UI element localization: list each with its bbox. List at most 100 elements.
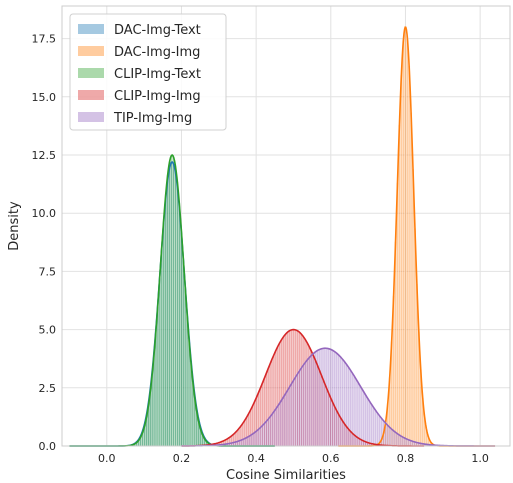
histogram-bar	[168, 161, 171, 447]
x-tick-label: 0.4	[247, 452, 265, 465]
y-tick-label: 12.5	[32, 149, 57, 162]
x-tick-label: 1.0	[471, 452, 489, 465]
kde-curve-clip-img-img	[181, 328, 425, 447]
histogram-bar	[300, 367, 303, 447]
y-tick-label: 15.0	[32, 91, 57, 104]
y-tick-labels: 0.0 2.5 5.0 7.5 10.0 12.5 15.0 17.5	[32, 33, 57, 453]
histogram-bar	[385, 424, 389, 447]
histogram-bar	[290, 382, 294, 447]
histogram-bar	[337, 354, 340, 447]
histogram-bar	[349, 369, 352, 447]
histogram-bar	[273, 410, 276, 447]
histogram-bar	[395, 433, 398, 447]
histogram-bar	[368, 401, 371, 447]
legend-swatch	[78, 68, 104, 78]
legend-label: TIP-Img-Img	[113, 111, 192, 126]
histogram-bar	[308, 357, 311, 447]
histogram-bar	[366, 398, 369, 447]
histogram-bar	[296, 373, 299, 447]
histogram-bar	[255, 430, 259, 447]
histogram-bar	[370, 404, 373, 447]
y-tick-label: 2.5	[39, 382, 57, 395]
histogram-bar	[319, 348, 323, 447]
histogram-bar	[250, 434, 253, 447]
histogram-bar	[288, 386, 292, 447]
histogram-bar	[362, 391, 365, 447]
histogram-bar	[259, 426, 263, 447]
legend: DAC-Img-Text DAC-Img-Img CLIP-Img-Text CLIP…	[69, 13, 227, 131]
x-tick-label: 0.0	[98, 452, 116, 465]
histogram-bar	[345, 363, 348, 447]
histogram-bar	[333, 351, 336, 447]
histogram-bar	[406, 35, 409, 447]
histogram-bar	[374, 409, 377, 447]
histogram-bar	[279, 401, 282, 447]
histogram-bar	[283, 395, 286, 447]
histogram-bar	[156, 302, 160, 447]
histogram-bar	[310, 355, 313, 447]
grid-lines	[62, 6, 510, 447]
histogram-bar	[246, 437, 249, 447]
y-tick-label: 0.0	[39, 440, 57, 453]
histogram-bar	[253, 431, 257, 447]
histogram-bar	[162, 218, 165, 447]
histogram-bar	[358, 385, 362, 447]
histogram-bar	[372, 407, 375, 447]
x-tick-label: 0.6	[322, 452, 340, 465]
histogram-bar	[404, 26, 407, 447]
histogram-bar	[314, 351, 317, 447]
legend-label: CLIP-Img-Img	[114, 89, 201, 104]
histogram-bar	[271, 413, 274, 447]
histogram-bar	[158, 274, 162, 447]
histogram-bar	[402, 40, 405, 447]
y-tick-label: 10.0	[32, 207, 57, 220]
x-tick-label: 0.8	[397, 452, 415, 465]
histogram-bar	[248, 435, 251, 447]
y-tick-label: 17.5	[32, 33, 57, 46]
histogram-bar	[407, 65, 411, 447]
legend-items: DAC-Img-Text DAC-Img-Img CLIP-Img-Text CLIP…	[78, 23, 201, 126]
histogram-bar	[281, 398, 284, 447]
histogram-bar	[376, 412, 379, 447]
histogram-bar	[298, 370, 301, 447]
plot-frame	[61, 5, 511, 447]
histogram-bar	[401, 436, 404, 447]
histogram-bar	[172, 156, 175, 447]
histogram-bar	[391, 430, 395, 447]
histogram-bar	[331, 350, 334, 447]
legend-label: DAC-Img-Img	[114, 45, 200, 60]
histogram-bar	[294, 376, 298, 447]
histogram-bar	[263, 422, 266, 447]
histogram-bar	[323, 348, 327, 447]
histogram-bar	[343, 361, 346, 447]
histogram-bar	[325, 348, 329, 447]
histogram-bar	[398, 124, 401, 447]
legend-label: DAC-Img-Text	[114, 23, 201, 38]
histogram-bar	[306, 359, 309, 447]
histogram-bar	[286, 389, 290, 447]
histogram-bar	[339, 356, 342, 447]
histogram-bar	[160, 245, 163, 447]
x-tick-labels: 0.0 0.2 0.4 0.6 0.8 1.0	[98, 452, 489, 465]
legend-swatch	[78, 90, 104, 100]
histogram-bars	[127, 26, 441, 447]
histogram-bar	[364, 394, 367, 447]
histogram-bar	[178, 203, 181, 447]
histogram-bar	[174, 165, 177, 447]
histogram-bar	[170, 155, 173, 447]
histogram-bar	[176, 181, 179, 447]
histogram-bar	[321, 348, 325, 447]
histogram-bar	[335, 352, 338, 447]
histogram-bar	[261, 424, 264, 447]
histogram-bar	[292, 379, 296, 447]
histogram-bar	[277, 404, 280, 447]
histogram-bar	[387, 426, 391, 447]
histogram-bar	[257, 428, 261, 447]
histogram-bar	[360, 388, 364, 447]
histogram-bar	[318, 349, 321, 447]
histogram-bar	[400, 75, 403, 447]
histogram-bar	[285, 392, 288, 447]
histogram-bar	[304, 361, 307, 447]
histogram-bar	[252, 433, 255, 447]
